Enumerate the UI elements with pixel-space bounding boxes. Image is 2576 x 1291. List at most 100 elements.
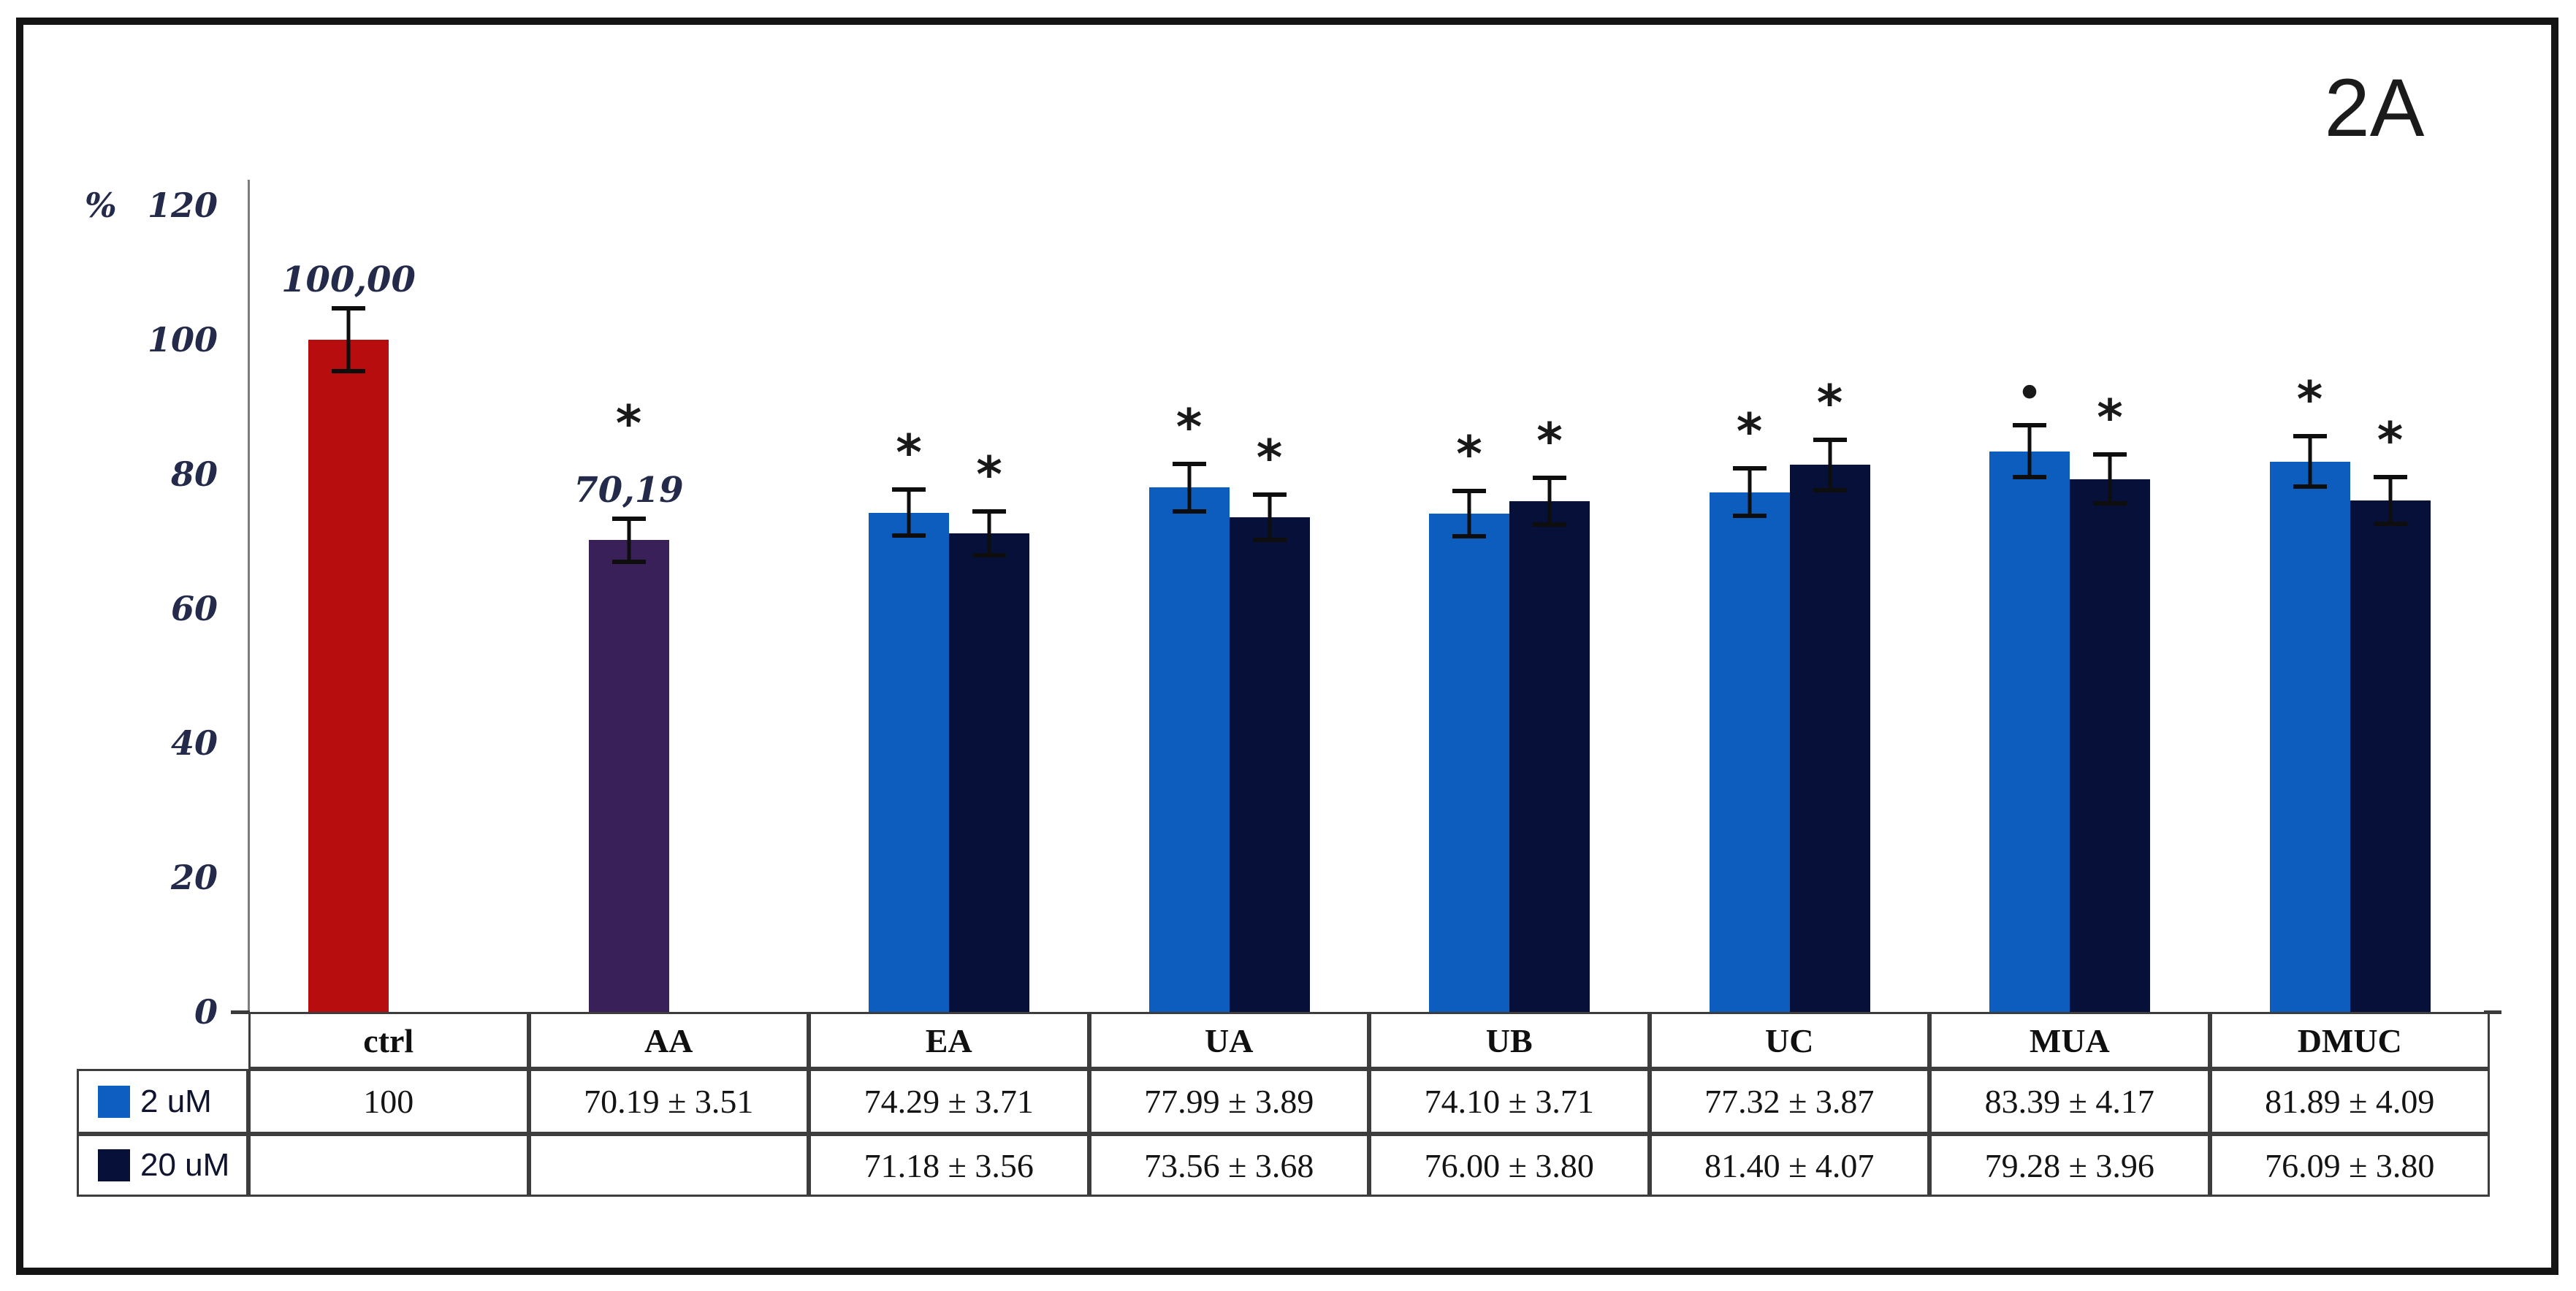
error-cap-top	[2373, 475, 2407, 479]
sig-star-ub-2um: *	[1456, 426, 1482, 484]
error-cap-top	[1533, 475, 1566, 480]
cell-2um-aa: 70.19 ± 3.51	[528, 1069, 809, 1134]
sig-star-ea-20um: *	[976, 446, 1002, 505]
error-bar-mua-2um	[2013, 423, 2046, 480]
sig-star-aa-2um: *	[615, 395, 642, 453]
error-cap-bottom	[1172, 509, 1206, 514]
error-bar-ub-2um	[1452, 489, 1486, 539]
cell-20um-ub: 76.00 ± 3.80	[1369, 1134, 1650, 1197]
y-axis-unit-label: %	[85, 186, 117, 225]
sig-bullet-mua-2um: •	[2016, 367, 2043, 422]
bar-ea-2um	[869, 512, 949, 1012]
error-cap-bottom	[1813, 487, 1847, 492]
sig-star-ub-20um: *	[1536, 412, 1563, 471]
sig-star-uc-2um: *	[1736, 403, 1763, 462]
error-cap-top	[1452, 489, 1486, 494]
error-cap-bottom	[611, 559, 646, 564]
error-cap-bottom	[2013, 475, 2046, 480]
cell-20um-aa	[528, 1134, 809, 1197]
error-line	[1828, 437, 1832, 492]
y-tick-20: 20	[170, 858, 218, 897]
error-line	[1748, 466, 1751, 519]
error-line	[346, 306, 351, 373]
error-cap-top	[1172, 461, 1206, 466]
bar-ub-2um	[1429, 514, 1509, 1012]
cell-20um-ea: 71.18 ± 3.56	[809, 1134, 1089, 1197]
legend-20um: 20 uM	[77, 1134, 248, 1197]
error-bar-ctrl-2um	[332, 306, 365, 373]
error-bar-ea-20um	[972, 509, 1006, 557]
cell-20um-dmuc: 76.09 ± 3.80	[2209, 1134, 2490, 1197]
cell-20um-uc: 81.40 ± 4.07	[1649, 1134, 1929, 1197]
error-cap-top	[1813, 437, 1847, 442]
error-cap-bottom	[2293, 484, 2327, 490]
error-cap-bottom	[1452, 534, 1486, 539]
col-header-ea: EA	[809, 1012, 1089, 1069]
error-line	[1268, 492, 1271, 543]
cell-20um-mua: 79.28 ± 3.96	[1929, 1134, 2210, 1197]
error-line	[2308, 433, 2312, 490]
error-line	[2388, 475, 2392, 526]
x-axis-tick-left	[231, 1010, 250, 1014]
sig-star-dmuc-2um: *	[2296, 370, 2323, 429]
col-header-ua: UA	[1089, 1012, 1369, 1069]
bar-ua-20um	[1229, 517, 1310, 1012]
table-corner-spacer	[77, 1012, 248, 1069]
y-axis-line	[248, 180, 250, 1013]
bar-aa-2um	[588, 540, 669, 1012]
legend-label-20um: 20 uM	[140, 1147, 230, 1183]
bar-value-label-aa-2um: 70,19	[573, 469, 684, 511]
sig-star-ua-20um: *	[1256, 430, 1283, 488]
bar-ub-20um	[1509, 500, 1590, 1012]
bar-mua-2um	[1989, 451, 2070, 1012]
error-bar-ua-2um	[1172, 461, 1206, 514]
error-bar-dmuc-2um	[2293, 433, 2327, 490]
error-bar-aa-2um	[611, 516, 646, 564]
error-line	[1547, 475, 1552, 527]
error-line	[627, 516, 630, 564]
y-tick-100: 100	[147, 320, 218, 359]
error-cap-bottom	[1732, 514, 1767, 519]
col-header-ctrl: ctrl	[248, 1012, 529, 1069]
bar-ua-2um	[1148, 487, 1230, 1012]
error-line	[2108, 452, 2112, 506]
error-bar-ua-20um	[1252, 492, 1287, 543]
sig-star-dmuc-20um: *	[2377, 412, 2404, 470]
cell-20um-ctrl	[248, 1134, 529, 1197]
error-cap-top	[332, 306, 365, 311]
bar-mua-20um	[2070, 479, 2150, 1012]
sig-star-ua-2um: *	[1175, 398, 1203, 457]
y-tick-40: 40	[170, 723, 218, 763]
error-line	[987, 509, 991, 557]
error-cap-top	[1732, 466, 1767, 471]
bar-dmuc-20um	[2350, 500, 2431, 1012]
error-bar-uc-2um	[1732, 466, 1767, 519]
figure-label: 2A	[2324, 62, 2425, 153]
error-line	[1187, 461, 1191, 514]
col-header-mua: MUA	[1929, 1012, 2210, 1069]
error-line	[2027, 423, 2032, 480]
legend-label-2um: 2 uM	[140, 1083, 212, 1119]
cell-2um-mua: 83.39 ± 4.17	[1929, 1069, 2210, 1134]
legend-swatch-2um	[98, 1085, 130, 1118]
sig-star-ea-2um: *	[896, 424, 922, 483]
cell-2um-dmuc: 81.89 ± 4.09	[2209, 1069, 2490, 1134]
cell-2um-ub: 74.10 ± 3.71	[1369, 1069, 1650, 1134]
error-cap-top	[611, 516, 646, 521]
bar-dmuc-2um	[2269, 461, 2350, 1012]
error-cap-bottom	[2093, 501, 2127, 506]
cell-2um-ea: 74.29 ± 3.71	[809, 1069, 1089, 1134]
sig-star-uc-20um: *	[1816, 374, 1843, 433]
bar-value-label-ctrl-2um: 100,00	[281, 259, 416, 300]
y-tick-120: 120	[147, 186, 218, 225]
cell-2um-uc: 77.32 ± 3.87	[1649, 1069, 1929, 1134]
y-tick-80: 80	[170, 454, 218, 494]
error-cap-top	[2093, 452, 2127, 457]
cell-2um-ctrl: 100	[248, 1069, 529, 1134]
error-cap-bottom	[2373, 521, 2407, 526]
bar-ctrl-2um	[308, 340, 389, 1012]
error-cap-top	[2013, 423, 2046, 428]
error-line	[907, 487, 911, 538]
error-cap-bottom	[332, 369, 365, 373]
error-bar-dmuc-20um	[2373, 475, 2407, 526]
